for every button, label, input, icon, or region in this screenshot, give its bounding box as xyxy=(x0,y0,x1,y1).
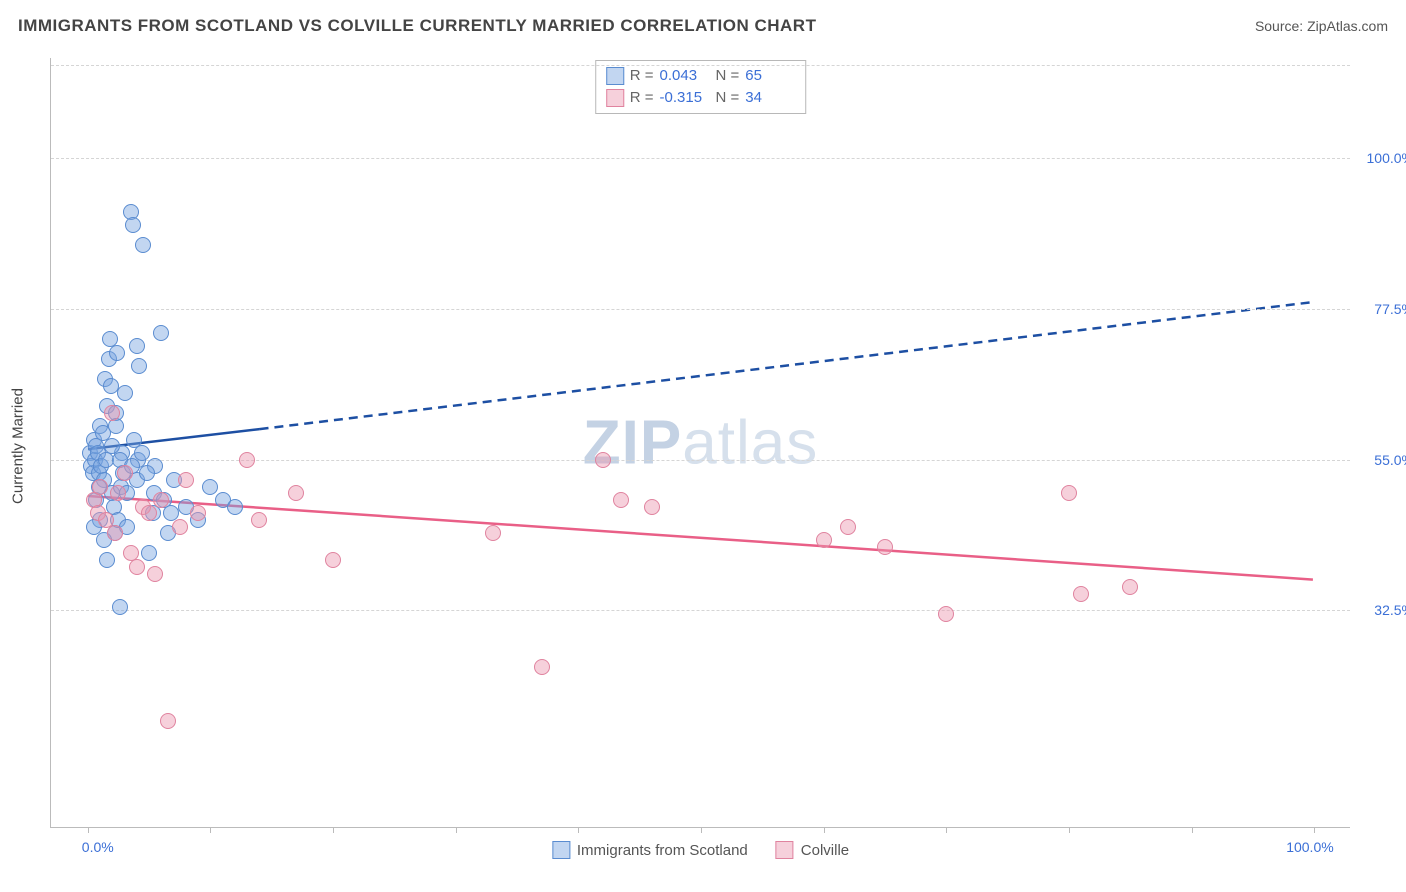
gridline xyxy=(51,65,1350,66)
data-point xyxy=(107,525,123,541)
data-point xyxy=(534,659,550,675)
legend-swatch-colville xyxy=(606,89,624,107)
y-tick-label: 32.5% xyxy=(1354,602,1406,618)
data-point xyxy=(239,452,255,468)
header: IMMIGRANTS FROM SCOTLAND VS COLVILLE CUR… xyxy=(18,16,1388,36)
y-tick-label: 77.5% xyxy=(1354,301,1406,317)
y-axis-label: Currently Married xyxy=(10,388,27,504)
data-point xyxy=(160,713,176,729)
x-tick-mark xyxy=(578,827,579,833)
chart-title: IMMIGRANTS FROM SCOTLAND VS COLVILLE CUR… xyxy=(18,16,816,36)
x-tick-mark xyxy=(1192,827,1193,833)
data-point xyxy=(147,566,163,582)
data-point xyxy=(840,519,856,535)
data-point xyxy=(202,479,218,495)
x-tick-mark xyxy=(210,827,211,833)
data-point xyxy=(485,525,501,541)
data-point xyxy=(1061,485,1077,501)
y-tick-label: 100.0% xyxy=(1354,150,1406,166)
data-point xyxy=(178,472,194,488)
data-point xyxy=(938,606,954,622)
x-tick-mark xyxy=(946,827,947,833)
data-point xyxy=(172,519,188,535)
data-point xyxy=(117,385,133,401)
data-point xyxy=(117,465,133,481)
x-tick-mark xyxy=(701,827,702,833)
x-tick-mark xyxy=(1314,827,1315,833)
legend-swatch-scotland xyxy=(606,67,624,85)
gridline xyxy=(51,309,1350,310)
legend-swatch-scotland-bottom xyxy=(552,841,570,859)
correlation-legend: R = 0.043 N = 65 R = -0.315 N = 34 xyxy=(595,60,807,114)
data-point xyxy=(134,445,150,461)
data-point xyxy=(877,539,893,555)
data-point xyxy=(135,237,151,253)
data-point xyxy=(816,532,832,548)
data-point xyxy=(595,452,611,468)
legend-row-colville: R = -0.315 N = 34 xyxy=(606,87,796,109)
legend-item-scotland: Immigrants from Scotland xyxy=(552,841,748,859)
source-label: Source: ZipAtlas.com xyxy=(1255,18,1388,34)
watermark: ZIPatlas xyxy=(583,407,818,478)
y-tick-label: 55.0% xyxy=(1354,452,1406,468)
data-point xyxy=(112,599,128,615)
data-point xyxy=(613,492,629,508)
data-point xyxy=(153,492,169,508)
data-point xyxy=(1073,586,1089,602)
data-point xyxy=(125,217,141,233)
data-point xyxy=(129,338,145,354)
data-point xyxy=(131,358,147,374)
legend-swatch-colville-bottom xyxy=(776,841,794,859)
data-point xyxy=(139,465,155,481)
x-tick-mark xyxy=(333,827,334,833)
legend-item-colville: Colville xyxy=(776,841,849,859)
data-point xyxy=(99,552,115,568)
gridline xyxy=(51,158,1350,159)
data-point xyxy=(109,345,125,361)
data-point xyxy=(227,499,243,515)
x-tick-label: 0.0% xyxy=(82,839,114,855)
data-point xyxy=(104,405,120,421)
data-point xyxy=(1122,579,1138,595)
data-point xyxy=(644,499,660,515)
legend-row-scotland: R = 0.043 N = 65 xyxy=(606,65,796,87)
data-point xyxy=(251,512,267,528)
data-point xyxy=(288,485,304,501)
scatter-plot: ZIPatlas R = 0.043 N = 65 R = -0.315 N =… xyxy=(50,58,1350,828)
series-legend: Immigrants from Scotland Colville xyxy=(552,841,849,859)
data-point xyxy=(92,479,108,495)
data-point xyxy=(325,552,341,568)
gridline xyxy=(51,610,1350,611)
x-tick-mark xyxy=(824,827,825,833)
x-tick-mark xyxy=(456,827,457,833)
data-point xyxy=(141,505,157,521)
trend-lines xyxy=(51,58,1350,827)
x-tick-mark xyxy=(88,827,89,833)
x-tick-label: 100.0% xyxy=(1286,839,1333,855)
data-point xyxy=(129,559,145,575)
data-point xyxy=(110,485,126,501)
data-point xyxy=(190,505,206,521)
x-tick-mark xyxy=(1069,827,1070,833)
data-point xyxy=(153,325,169,341)
data-point xyxy=(141,545,157,561)
